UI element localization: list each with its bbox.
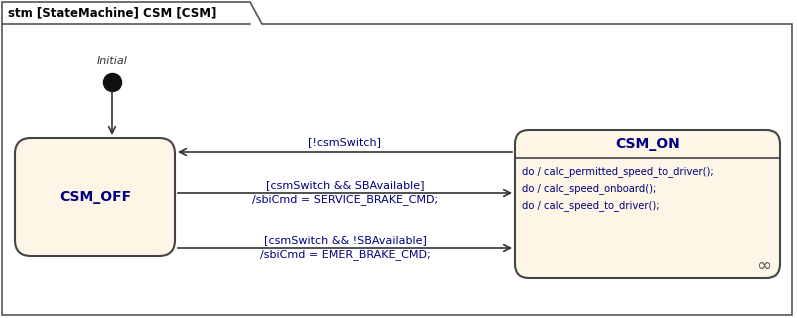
Text: stm [StateMachine] CSM [CSM]: stm [StateMachine] CSM [CSM] bbox=[8, 6, 216, 19]
Text: CSM_ON: CSM_ON bbox=[615, 137, 680, 151]
Text: [csmSwitch && !SBAvailable]: [csmSwitch && !SBAvailable] bbox=[264, 235, 426, 245]
Text: [!csmSwitch]: [!csmSwitch] bbox=[308, 137, 382, 147]
Text: do / calc_speed_onboard();: do / calc_speed_onboard(); bbox=[522, 183, 656, 194]
Polygon shape bbox=[2, 2, 792, 315]
Text: do / calc_speed_to_driver();: do / calc_speed_to_driver(); bbox=[522, 201, 659, 211]
Text: CSM_OFF: CSM_OFF bbox=[59, 190, 131, 204]
Text: /sbiCmd = SERVICE_BRAKE_CMD;: /sbiCmd = SERVICE_BRAKE_CMD; bbox=[252, 194, 438, 205]
FancyBboxPatch shape bbox=[515, 130, 780, 278]
Text: /sbiCmd = EMER_BRAKE_CMD;: /sbiCmd = EMER_BRAKE_CMD; bbox=[260, 249, 430, 260]
Text: Initial: Initial bbox=[96, 56, 128, 66]
Text: [csmSwitch && SBAvailable]: [csmSwitch && SBAvailable] bbox=[265, 180, 424, 190]
Text: do / calc_permitted_speed_to_driver();: do / calc_permitted_speed_to_driver(); bbox=[522, 167, 713, 177]
FancyBboxPatch shape bbox=[15, 138, 175, 256]
Text: ∞: ∞ bbox=[756, 257, 771, 275]
